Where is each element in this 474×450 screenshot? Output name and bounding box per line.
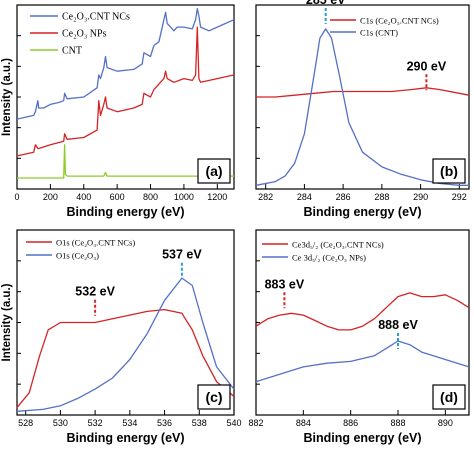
x-tick-label: 530 [53,418,68,428]
x-tick-label: 888 [390,418,405,428]
x-tick-label: 286 [336,192,351,202]
y-axis-label: Intensity (a.u.) [1,283,13,361]
legend-label: C1s (Ce₂O₃.CNT NCs) [360,16,439,26]
x-axis-label: Binding energy (eV) [66,431,184,445]
x-tick-label: 532 [88,418,103,428]
panel-label: (c) [205,389,222,405]
x-tick-label: 536 [157,418,172,428]
series-line [16,26,235,157]
panel-c: 528 530 532 534 536 538 540 Binding energy (eV)… [1,229,242,445]
peak-annotation: 537 eV [162,248,202,262]
series-line [16,308,235,409]
panel-label: (a) [205,163,222,179]
legend-label: Ce₂O₃ NPs [62,29,107,40]
x-tick-label: 884 [296,418,311,428]
x-tick-label: 400 [76,192,91,202]
panel-d: 882 884 886 888 890 Binding energy (eV) Ce3d₅/… [248,229,470,445]
x-tick-label: 284 [297,192,312,202]
x-tick-label: 886 [343,418,358,428]
panel-label-box [197,158,231,184]
x-tick-label: 538 [192,418,207,428]
x-tick-label: 600 [110,192,125,202]
peak-annotation: 883 eV [265,277,305,291]
panel-b: 282 284 286 288 290 292 Binding energy (eV) C1s… [255,0,470,219]
x-tick-label: 288 [374,192,389,202]
panel-a: 0 200 400 600 800 1000 1200 Binding energy (eV)… [1,4,235,219]
panel-label-box [432,384,466,410]
x-tick-label: 1200 [207,192,227,202]
peak-annotation: 290 eV [407,59,447,73]
x-tick-label: 528 [18,418,33,428]
series-line [16,8,235,120]
legend-label: O1s (Ce₂O₃) [56,251,99,261]
legend-label: CNT [62,46,82,57]
y-axis-label: Intensity (a.u.) [1,58,13,136]
series-line [16,277,235,412]
x-axis-label: Binding energy (eV) [303,205,421,219]
peak-annotation: 888 eV [378,318,418,332]
x-tick-label: 540 [226,418,241,428]
panel-label: (d) [440,389,458,405]
legend-label: O1s (Ce₂O₃.CNT NCs) [56,238,135,248]
series-line [256,87,470,98]
series-line [255,340,470,383]
series-line [255,28,469,186]
x-tick-label: 800 [143,192,158,202]
x-tick-label: 292 [452,192,467,202]
peak-annotation: 285 eV [306,0,346,7]
legend-label: C1s (CNT) [360,28,398,38]
legend-label: Ce3d₅/₂ (Ce₂O₃.CNT NCs) [292,240,384,250]
x-axis-label: Binding energy (eV) [66,205,184,219]
x-tick-label: 290 [413,192,428,202]
panel-label-box [432,158,466,184]
x-tick-label: 534 [122,418,137,428]
series-line [17,144,234,179]
panel-label-box [197,384,231,410]
x-tick-label: 282 [258,192,273,202]
legend-label: Ce 3d₅/₂ (Ce₂O₃ NPs) [292,253,366,263]
legend-label: Ce₂O₃.CNT NCs [62,12,130,23]
x-axis-label: Binding energy (eV) [303,431,421,445]
x-tick-label: 882 [248,418,263,428]
panel-label: (b) [440,163,458,179]
x-tick-label: 200 [43,192,58,202]
series-line [255,292,470,331]
x-tick-label: 1000 [174,192,194,202]
peak-annotation: 532 eV [75,285,115,299]
x-tick-label: 0 [14,192,19,202]
x-tick-label: 890 [438,418,453,428]
